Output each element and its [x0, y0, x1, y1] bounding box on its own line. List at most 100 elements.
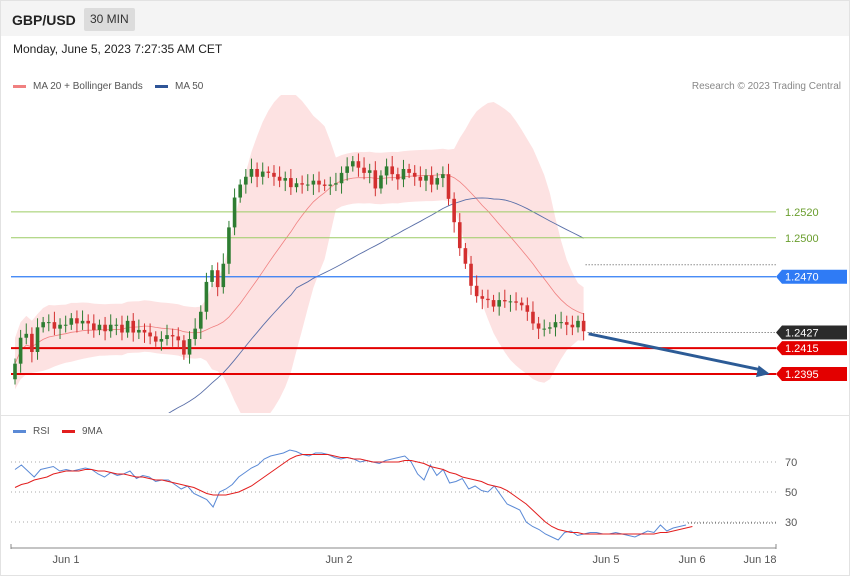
x-tick-label: Jun 5 [593, 554, 620, 566]
level-tag [776, 325, 847, 340]
candle-body [35, 327, 40, 352]
candle-body [24, 333, 29, 338]
candle-body [294, 183, 299, 188]
candle-body [429, 175, 434, 185]
candle-body [108, 324, 113, 332]
candle-body [508, 301, 513, 303]
candle-body [148, 332, 152, 337]
candle-body [469, 263, 473, 286]
candle-body [452, 198, 456, 223]
candle-body [514, 301, 518, 303]
candle-body [120, 324, 124, 333]
candle-body [486, 298, 490, 301]
candle-body [548, 327, 552, 329]
ma50-label: MA 50 [175, 81, 204, 92]
candle-body [525, 305, 530, 312]
legend-ma50: MA 50 [155, 81, 203, 92]
header-bar: GBP/USD 30 MIN [1, 1, 849, 36]
legend-ma9: 9MA [62, 426, 103, 437]
candle-body [339, 172, 344, 184]
candle-body [480, 296, 485, 299]
candle-body [170, 335, 175, 337]
candle-body [576, 320, 580, 328]
candle-body [41, 322, 45, 328]
candle-body [390, 166, 395, 175]
candle-body [198, 311, 203, 329]
x-tick-label: Jun 6 [679, 554, 706, 566]
candle-body [272, 172, 276, 177]
candle-body [311, 180, 316, 185]
candle-body [317, 180, 321, 185]
x-tick-label: Jun 18 [743, 554, 776, 566]
candle-body [86, 320, 90, 324]
candle-body [244, 176, 248, 185]
candle-body [328, 184, 333, 186]
candle-body [407, 168, 411, 173]
candle-body [232, 197, 237, 228]
ma20-label: MA 20 + Bollinger Bands [33, 81, 143, 92]
candle-body [289, 178, 293, 188]
candle-body [519, 302, 524, 306]
candle-body [435, 178, 440, 185]
level-label: 1.2470 [785, 272, 819, 284]
x-tick-label: Jun 2 [326, 554, 353, 566]
candle-body [559, 322, 563, 324]
candle-body [424, 175, 428, 181]
legend-ma20: MA 20 + Bollinger Bands [13, 81, 143, 92]
candle-body [92, 323, 96, 330]
chart-datetime: Monday, June 5, 2023 7:27:35 AM CET [13, 42, 223, 56]
candle-body [30, 333, 34, 352]
candle-body [266, 171, 271, 173]
rsi-tick-label: 50 [785, 487, 797, 499]
candle-body [379, 175, 383, 189]
forecast-arrow-head [756, 365, 770, 378]
candle-body [401, 168, 406, 180]
candle-body [215, 270, 220, 288]
candle-body [581, 320, 586, 332]
candle-body [283, 178, 288, 181]
forecast-arrow-line [588, 332, 763, 372]
candle-body [142, 329, 147, 333]
candle-body [255, 168, 259, 177]
candle-body [334, 183, 338, 185]
candle-body [182, 340, 186, 355]
candle-body [13, 363, 17, 380]
candle-body [322, 184, 327, 186]
candle-body [362, 167, 366, 173]
candle-body [210, 270, 214, 282]
candle-body [18, 337, 23, 364]
candle-body [221, 263, 226, 288]
candle-body [531, 311, 535, 324]
bollinger-band [15, 95, 584, 413]
candle-body [69, 318, 74, 325]
level-label: 1.2427 [785, 328, 819, 340]
candle-body [204, 281, 209, 312]
x-tick-label: Jun 1 [53, 554, 80, 566]
candle-body [570, 324, 575, 328]
level-label: 1.2500 [785, 233, 819, 245]
rsi-swatch [13, 430, 26, 433]
ma50-line [168, 197, 584, 413]
candle-body [373, 170, 378, 189]
candle-body [418, 176, 423, 181]
candle-body [305, 184, 310, 186]
rsi-tick-label: 30 [785, 517, 797, 529]
candle-body [52, 322, 57, 329]
timeframe-button[interactable]: 30 MIN [84, 8, 135, 31]
candle-body [103, 324, 107, 332]
level-label: 1.2520 [785, 207, 819, 219]
candle-body [367, 170, 372, 173]
panel-separator [1, 415, 849, 416]
candle-body [277, 176, 282, 181]
candle-body [356, 161, 361, 168]
candle-body [58, 324, 62, 329]
candle-body [165, 335, 169, 340]
candle-body [345, 166, 349, 173]
candle-body [441, 174, 445, 179]
candle-body [351, 161, 355, 167]
rsi-label: RSI [33, 426, 50, 437]
candle-body [227, 227, 231, 264]
candle-body [384, 166, 389, 176]
candle-body [159, 339, 164, 342]
candle-body [176, 336, 181, 341]
